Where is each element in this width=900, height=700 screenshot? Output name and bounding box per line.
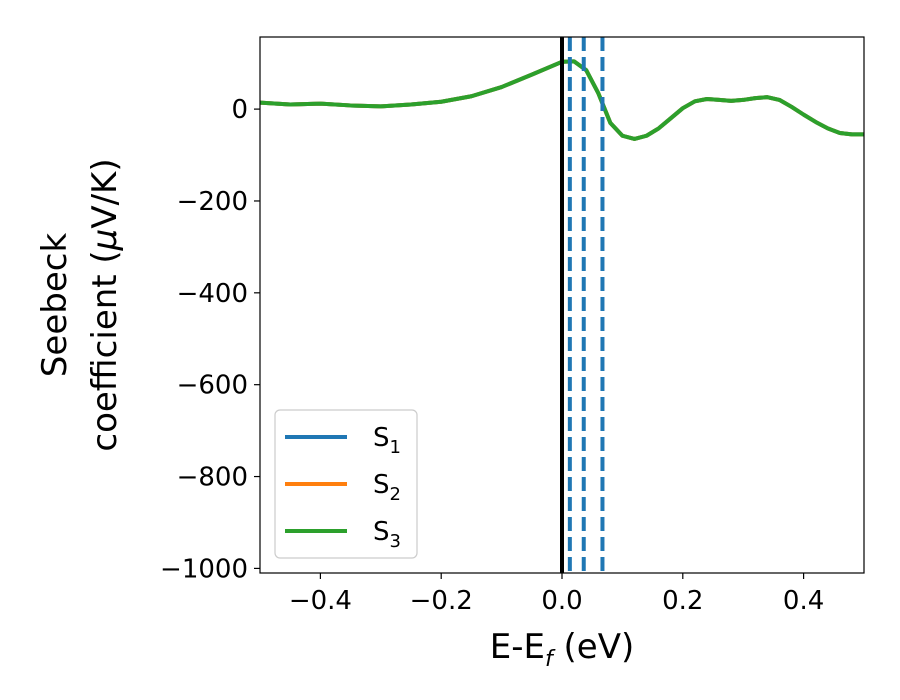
y-axis-title-line1: Seebeck	[35, 233, 75, 378]
x-tick-label: −0.4	[289, 586, 352, 616]
y-axis-title-line2: coefficient (μV/K)	[85, 158, 125, 451]
legend-label-3: S3	[373, 517, 401, 552]
x-tick-label: 0.0	[541, 586, 582, 616]
y-tick-label: −600	[177, 371, 248, 401]
legend-label-2: S2	[373, 470, 401, 505]
y-tick-label: −800	[177, 463, 248, 493]
axes: −0.4 −0.2 0.0 0.2 0.4 0 −200 −400 −600 −800 −1000	[160, 36, 865, 616]
series-line-3	[260, 59, 864, 141]
plot-area	[260, 37, 864, 573]
y-tick-label: −200	[177, 187, 248, 217]
y-tick-label: −400	[177, 279, 248, 309]
y-tick-label: 0	[231, 95, 248, 125]
legend-label-1: S1	[373, 423, 401, 458]
axis-titles: E-Ef (eV) Seebeck coefficient (μV/K)	[35, 158, 634, 672]
legend: S1 S2 S3	[274, 409, 418, 559]
x-tick-label: 0.2	[662, 586, 703, 616]
x-tick-label: −0.2	[410, 586, 473, 616]
x-tick-label: 0.4	[783, 586, 824, 616]
x-axis-title: E-Ef (eV)	[490, 627, 635, 672]
y-tick-label: −1000	[160, 554, 248, 584]
